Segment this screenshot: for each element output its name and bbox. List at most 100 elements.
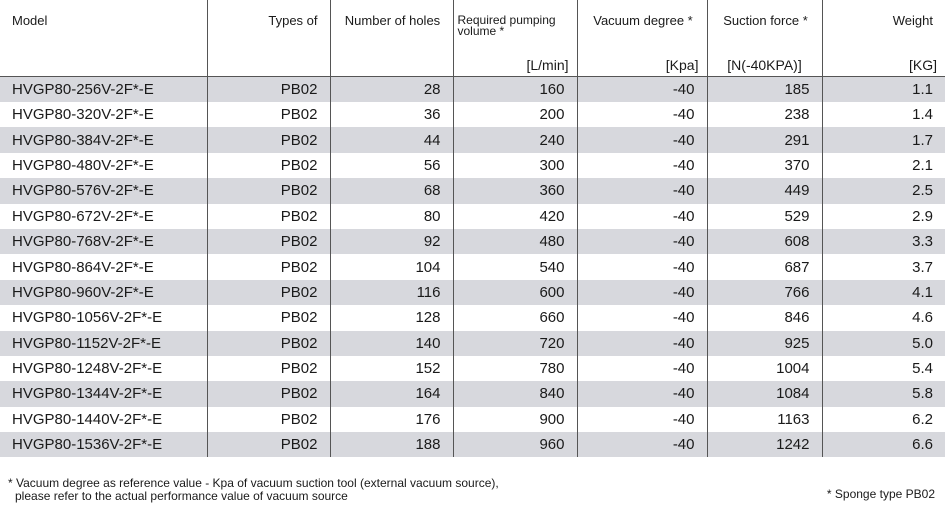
cell-suction: 766 (706, 279, 822, 306)
cell-vacuum: -40 (576, 279, 707, 306)
cell-pumping: 360 (452, 178, 577, 204)
cell-model: HVGP80-320V-2F*-E (12, 106, 154, 124)
cell-suction: 925 (706, 330, 822, 356)
unit-holes-empty (329, 51, 453, 77)
unit-types-empty (206, 51, 330, 77)
cell-pumping: 160 (452, 76, 577, 102)
cell-vacuum: -40 (576, 102, 707, 128)
cell-type: PB02 (206, 330, 330, 356)
cell-pumping: 480 (452, 228, 577, 255)
cell-pumping: 300 (452, 152, 577, 179)
cell-suction: 1004 (706, 355, 822, 382)
table-row: HVGP80-256V-2F*-E PB02 28 160 -40 185 1.1 (0, 76, 945, 102)
cell-vacuum: -40 (576, 305, 707, 331)
footnote-vacuum-line2: please refer to the actual performance v… (15, 489, 348, 503)
table-row: HVGP80-1440V-2F*-E PB02 176 900 -40 1163 6.2 (0, 406, 945, 433)
cell-pumping: 960 (452, 432, 577, 458)
cell-pumping: 780 (452, 355, 577, 382)
cell-model: HVGP80-1536V-2F*-E (12, 436, 163, 454)
cell-holes: 28 (329, 76, 453, 102)
unit-model-empty (0, 51, 207, 77)
header-holes: Number of holes (329, 0, 453, 51)
cell-holes: 152 (329, 355, 453, 382)
table-row: HVGP80-1344V-2F*-E PB02 164 840 -40 1084 5.8 (0, 381, 945, 407)
cell-suction: 529 (706, 203, 822, 229)
cell-pumping: 420 (452, 203, 577, 229)
cell-type: PB02 (206, 102, 330, 128)
cell-pumping: 540 (452, 254, 577, 280)
cell-holes: 188 (329, 432, 453, 458)
cell-pumping: 720 (452, 330, 577, 356)
cell-vacuum: -40 (576, 330, 707, 356)
table-header: Model Types of Number of holes Required … (0, 0, 945, 77)
cell-suction: 449 (706, 178, 822, 204)
cell-type: PB02 (206, 228, 330, 255)
header-units-row: [L/min] [Kpa] [N(-40KPA)] [KG] (0, 51, 945, 77)
cell-type: PB02 (206, 406, 330, 433)
footnote-sponge: * Sponge type PB02 (826, 487, 935, 501)
unit-weight: [KG] (821, 51, 945, 77)
cell-holes: 128 (329, 305, 453, 331)
cell-vacuum: -40 (576, 355, 707, 382)
cell-vacuum: -40 (576, 228, 707, 255)
cell-suction: 687 (706, 254, 822, 280)
header-labels-row: Model Types of Number of holes Required … (0, 0, 945, 51)
cell-vacuum: -40 (576, 406, 707, 433)
cell-pumping: 600 (452, 279, 577, 306)
table-row: HVGP80-864V-2F*-E PB02 104 540 -40 687 3.7 (0, 254, 945, 280)
cell-vacuum: -40 (576, 432, 707, 458)
unit-pumping: [L/min] (452, 51, 577, 77)
cell-holes: 164 (329, 381, 453, 407)
cell-vacuum: -40 (576, 76, 707, 102)
cell-type: PB02 (206, 355, 330, 382)
cell-suction: 1084 (706, 381, 822, 407)
cell-model: HVGP80-864V-2F*-E (12, 258, 154, 276)
cell-holes: 176 (329, 406, 453, 433)
cell-weight: 6.2 (821, 406, 945, 433)
cell-model: HVGP80-384V-2F*-E (12, 131, 154, 149)
cell-weight: 6.6 (821, 432, 945, 458)
cell-type: PB02 (206, 279, 330, 306)
cell-model: HVGP80-1152V-2F*-E (12, 334, 161, 352)
cell-holes: 68 (329, 178, 453, 204)
cell-type: PB02 (206, 76, 330, 102)
cell-vacuum: -40 (576, 203, 707, 229)
footnote-vacuum-line1: * Vacuum degree as reference value - Kpa… (8, 476, 499, 490)
cell-model: HVGP80-1248V-2F*-E (12, 360, 163, 378)
cell-suction: 291 (706, 127, 822, 153)
unit-vacuum: [Kpa] (576, 51, 707, 77)
cell-pumping: 240 (452, 127, 577, 153)
table-row: HVGP80-384V-2F*-E PB02 44 240 -40 291 1.7 (0, 127, 945, 153)
cell-type: PB02 (206, 432, 330, 458)
cell-model: HVGP80-576V-2F*-E (12, 182, 154, 200)
cell-type: PB02 (206, 254, 330, 280)
header-vacuum: Vacuum degree * (576, 0, 707, 51)
cell-vacuum: -40 (576, 127, 707, 153)
table-row: HVGP80-576V-2F*-E PB02 68 360 -40 449 2.5 (0, 178, 945, 204)
cell-weight: 5.8 (821, 381, 945, 407)
cell-weight: 2.5 (821, 178, 945, 204)
header-holes-label: Number of holes (344, 13, 441, 28)
table-row: HVGP80-320V-2F*-E PB02 36 200 -40 238 1.4 (0, 102, 945, 128)
cell-model: HVGP80-256V-2F*-E (0, 76, 207, 102)
header-pumping: Required pumping volume * (452, 0, 577, 51)
cell-holes: 56 (329, 152, 453, 179)
cell-weight: 4.1 (821, 279, 945, 306)
cell-type: PB02 (206, 127, 330, 153)
cell-model: HVGP80-672V-2F*-E (12, 207, 154, 225)
header-suction: Suction force * (706, 0, 822, 51)
cell-model: HVGP80-960V-2F*-E (12, 283, 154, 301)
cell-vacuum: -40 (576, 152, 707, 179)
spec-table: Model Types of Number of holes Required … (0, 0, 945, 458)
cell-suction: 846 (706, 305, 822, 331)
table-row: HVGP80-1536V-2F*-E PB02 188 960 -40 1242 6.6 (0, 432, 945, 458)
table-row: HVGP80-768V-2F*-E PB02 92 480 -40 608 3.3 (0, 228, 945, 255)
cell-weight: 3.3 (821, 228, 945, 255)
cell-weight: 1.4 (821, 102, 945, 128)
table-row: HVGP80-1056V-2F*-E PB02 128 660 -40 846 4.6 (0, 305, 945, 331)
cell-suction: 238 (706, 102, 822, 128)
cell-holes: 36 (329, 102, 453, 128)
header-weight: Weight (821, 0, 945, 51)
table-body: HVGP80-256V-2F*-E PB02 28 160 -40 185 1.1 HVGP8… (0, 76, 945, 458)
cell-holes: 44 (329, 127, 453, 153)
